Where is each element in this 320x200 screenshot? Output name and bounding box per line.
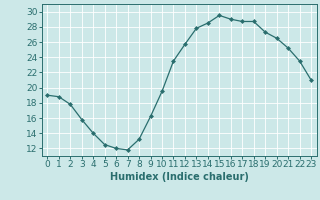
X-axis label: Humidex (Indice chaleur): Humidex (Indice chaleur): [110, 172, 249, 182]
